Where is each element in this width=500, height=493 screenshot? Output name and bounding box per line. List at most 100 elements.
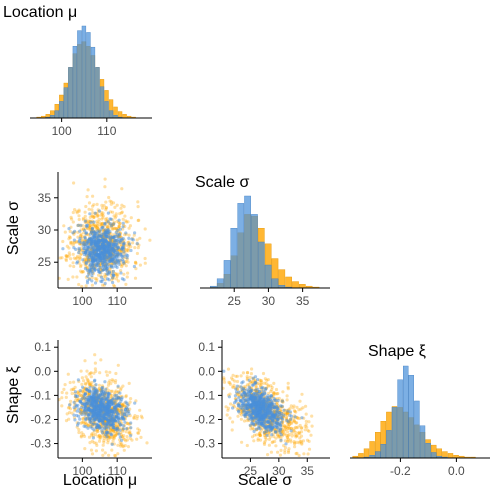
scatter-point-sigma_xi-s0 bbox=[294, 421, 298, 425]
scatter-point-mu_sigma-s0 bbox=[75, 275, 79, 279]
scatter-point-mu_xi-s1 bbox=[78, 417, 82, 421]
scatter-point-mu_xi-s1 bbox=[98, 404, 102, 408]
scatter-point-mu_sigma-s0 bbox=[90, 283, 94, 287]
scatter-point-mu_sigma-s1 bbox=[83, 246, 87, 250]
scatter-point-sigma_xi-s1 bbox=[300, 416, 304, 420]
scatter-point-mu_xi-s1 bbox=[111, 426, 115, 430]
scatter-point-sigma_xi-s1 bbox=[259, 422, 263, 426]
scatter-point-mu_sigma-s1 bbox=[89, 220, 93, 224]
scatter-point-sigma_xi-s1 bbox=[256, 407, 260, 411]
scatter-point-mu_xi-s1 bbox=[84, 425, 88, 429]
scatter-point-mu_sigma-s1 bbox=[124, 231, 128, 235]
scatter-point-mu_sigma-s1 bbox=[71, 231, 75, 235]
scatter-point-mu_sigma-s0 bbox=[96, 226, 100, 230]
scatter-point-sigma_xi-s0 bbox=[293, 445, 297, 449]
x-tick-label-mu_sigma-1: 110 bbox=[108, 294, 127, 308]
scatter-point-sigma_xi-s0 bbox=[256, 437, 260, 441]
scatter-point-mu_xi-s1 bbox=[72, 400, 76, 404]
scatter-point-mu_xi-s0 bbox=[87, 380, 91, 384]
scatter-point-sigma_xi-s1 bbox=[243, 413, 247, 417]
scatter-point-mu_sigma-s1 bbox=[99, 227, 103, 231]
scatter-point-mu_xi-s0 bbox=[113, 381, 117, 385]
scatter-point-sigma_xi-s1 bbox=[252, 410, 256, 414]
scatter-point-mu_sigma-s0 bbox=[131, 241, 135, 245]
scatter-point-sigma_xi-s1 bbox=[235, 384, 239, 388]
hist-bar-sigma-s1-9 bbox=[264, 264, 272, 289]
scatter-point-mu_xi-s1 bbox=[109, 432, 113, 436]
scatter-point-mu_sigma-s0 bbox=[105, 225, 109, 229]
scatter-point-mu_sigma-s1 bbox=[113, 238, 117, 242]
scatter-point-mu_sigma-s0 bbox=[117, 225, 121, 229]
scatter-point-mu_sigma-s1 bbox=[115, 242, 119, 246]
scatter-point-mu_sigma-s0 bbox=[71, 220, 75, 224]
scatter-point-mu_sigma-s0 bbox=[77, 217, 81, 222]
scatter-point-sigma_xi-s1 bbox=[266, 428, 270, 432]
scatter-point-mu_xi-s0 bbox=[126, 445, 130, 449]
scatter-point-mu_xi-s1 bbox=[109, 399, 114, 403]
y-tick-label-mu_xi-1: 0.0 bbox=[34, 364, 51, 378]
scatter-point-mu_sigma-s0 bbox=[77, 282, 81, 287]
scatter-point-sigma_xi-s0 bbox=[263, 439, 267, 443]
scatter-point-mu_xi-s0 bbox=[60, 390, 64, 395]
scatter-point-mu_xi-s1 bbox=[95, 423, 99, 427]
scatter-point-mu_sigma-s0 bbox=[78, 256, 82, 260]
scatter-point-mu_xi-s0 bbox=[101, 448, 105, 452]
scatter-point-sigma_xi-s0 bbox=[273, 392, 277, 396]
scatter-point-mu_sigma-s1 bbox=[88, 232, 92, 236]
scatter-point-mu_sigma-s1 bbox=[105, 272, 109, 276]
scatter-point-mu_sigma-s0 bbox=[109, 202, 113, 206]
scatter-point-sigma_xi-s1 bbox=[285, 418, 289, 422]
scatter-point-mu_xi-s1 bbox=[124, 400, 128, 404]
scatter-point-sigma_xi-s0 bbox=[297, 431, 301, 435]
scatter-point-sigma_xi-s1 bbox=[254, 388, 258, 392]
xlabel-scale: Scale σ bbox=[238, 472, 292, 489]
scatter-point-mu_sigma-s0 bbox=[71, 261, 75, 265]
scatter-point-mu_sigma-s1 bbox=[111, 265, 115, 269]
scatter-point-mu_sigma-s0 bbox=[75, 209, 79, 213]
scatter-point-mu_sigma-s0 bbox=[101, 206, 105, 210]
scatter-point-mu_xi-s1 bbox=[115, 410, 119, 415]
scatter-point-mu_sigma-s1 bbox=[92, 266, 96, 270]
scatter-point-mu_sigma-s1 bbox=[101, 242, 105, 247]
scatter-point-mu_xi-s0 bbox=[105, 373, 109, 377]
scatter-point-mu_sigma-s0 bbox=[67, 246, 71, 250]
scatter-point-mu_sigma-s0 bbox=[110, 278, 114, 282]
scatter-point-sigma_xi-s0 bbox=[295, 405, 299, 409]
scatter-point-mu_sigma-s0 bbox=[111, 201, 116, 205]
scatter-point-mu_sigma-s0 bbox=[81, 216, 85, 220]
scatter-point-mu_xi-s1 bbox=[101, 418, 105, 422]
scatter-point-mu_sigma-s0 bbox=[72, 264, 76, 269]
scatter-point-mu_xi-s0 bbox=[79, 369, 83, 373]
scatter-point-mu_xi-s0 bbox=[104, 370, 108, 374]
scatter-point-mu_sigma-s1 bbox=[79, 223, 83, 227]
scatter-point-mu_sigma-s0 bbox=[101, 214, 105, 218]
scatter-point-mu_sigma-s0 bbox=[124, 264, 128, 268]
scatter-point-sigma_xi-s0 bbox=[235, 374, 239, 378]
hist-bar-mu-s1-15 bbox=[104, 101, 109, 119]
scatter-point-mu_xi-s0 bbox=[77, 428, 81, 432]
scatter-point-mu_xi-s1 bbox=[116, 384, 120, 388]
scatter-point-sigma_xi-s1 bbox=[227, 395, 231, 399]
scatter-point-sigma_xi-s1 bbox=[238, 399, 242, 403]
scatter-point-mu_sigma-s1 bbox=[94, 231, 98, 236]
scatter-point-mu_xi-s0 bbox=[63, 383, 67, 387]
scatter-point-mu_xi-s1 bbox=[121, 424, 126, 428]
scatter-point-mu_sigma-s0 bbox=[100, 223, 104, 227]
scatter-point-mu_sigma-s1 bbox=[111, 280, 115, 285]
scatter-point-mu_xi-s0 bbox=[123, 444, 127, 448]
scatter-point-mu_sigma-s1 bbox=[104, 268, 108, 272]
scatter-point-mu_xi-s0 bbox=[79, 393, 83, 397]
scatter-point-mu_sigma-s0 bbox=[143, 227, 147, 231]
scatter-point-mu_xi-s0 bbox=[81, 416, 85, 420]
scatter-point-mu_sigma-s0 bbox=[65, 254, 69, 258]
scatter-point-mu_sigma-s0 bbox=[97, 220, 101, 224]
scatter-point-sigma_xi-s1 bbox=[244, 394, 248, 398]
scatter-point-mu_xi-s0 bbox=[70, 411, 74, 415]
scatter-point-mu_sigma-s0 bbox=[67, 251, 71, 255]
scatter-point-mu_sigma-s0 bbox=[87, 201, 92, 205]
scatter-point-mu_sigma-s0 bbox=[65, 244, 69, 248]
scatter-point-mu_sigma-s0 bbox=[120, 211, 124, 215]
scatter-point-mu_xi-s1 bbox=[100, 390, 104, 394]
scatter-point-sigma_xi-s1 bbox=[242, 403, 246, 407]
scatter-point-mu_sigma-s1 bbox=[85, 249, 89, 253]
